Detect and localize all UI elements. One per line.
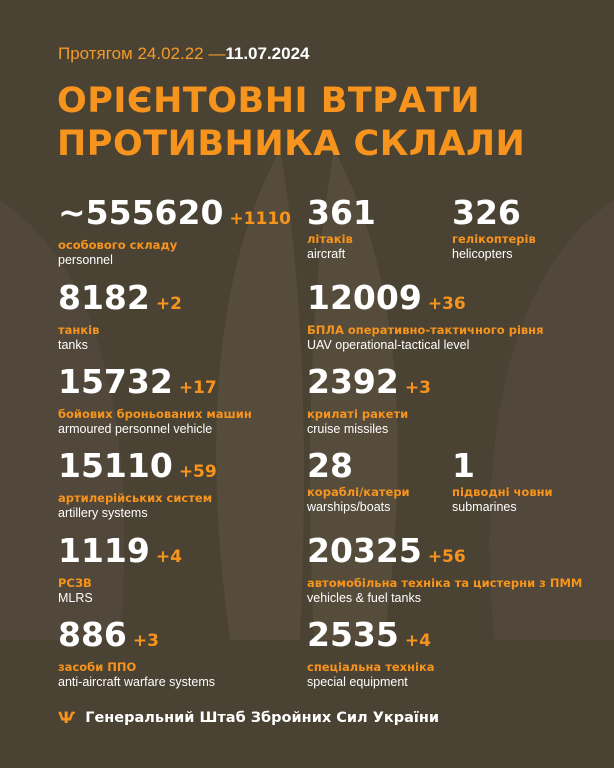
stat-value: 2535 +4 xyxy=(307,615,431,654)
stat-label-en: helicopters xyxy=(452,247,513,261)
stat-label-en: personnel xyxy=(58,253,113,267)
stat-label-en: anti-aircraft warfare systems xyxy=(58,675,215,689)
stat-anti-aircraft-warfare-systems: 886 +3 засоби ППО anti-aircraft warfare sys… xyxy=(58,617,215,690)
stat-mlrs: 1119 +4 РСЗВ MLRS xyxy=(58,533,182,606)
stat-cruise-missiles: 2392 +3 крилаті ракети cruise missiles xyxy=(307,364,431,437)
stat-tanks: 8182 +2 танків tanks xyxy=(58,280,182,353)
stat-label-en: artillery systems xyxy=(58,506,148,520)
stat-label-ua: гелікоптерів xyxy=(452,232,536,246)
stat-label-en: vehicles & fuel tanks xyxy=(307,591,421,605)
stat-value: 8182 +2 xyxy=(58,278,182,317)
stat-label-en: special equipment xyxy=(307,675,408,689)
footer-text: Генеральний Штаб Збройних Сил України xyxy=(85,709,440,726)
stat-value: 361 xyxy=(307,193,376,232)
stat-label-ua: особового складу xyxy=(58,238,178,252)
page-title: ОРІЄНТОВНІ ВТРАТИ ПРОТИВНИКА СКЛАЛИ xyxy=(57,81,526,164)
stat-label-ua: спеціальна техніка xyxy=(307,660,435,674)
stat-special-equipment: 2535 +4 спеціальна техніка special equipmen… xyxy=(307,617,435,690)
stat-increase: +36 xyxy=(427,294,466,314)
stat-label-ua: підводні човни xyxy=(452,485,553,499)
stat-label-en: cruise missiles xyxy=(307,422,389,436)
stat-value: 1119 +4 xyxy=(58,531,182,570)
stat-personnel: ~555620 +1110 особового складу personnel xyxy=(58,195,291,268)
stat-aircraft: 361 літаків aircraft xyxy=(307,195,376,262)
stat-label-ua: літаків xyxy=(307,232,353,246)
stat-increase: +3 xyxy=(132,631,159,651)
stat-uav-operational-tactical-level: 12009 +36 БПЛА оперативно-тактичного рівня… xyxy=(307,280,544,353)
stat-artillery-systems: 15110 +59 артилерійських систем artillery s… xyxy=(58,448,217,521)
stat-label-en: UAV operational-tactical level xyxy=(307,338,470,352)
stat-label-ua: БПЛА оперативно-тактичного рівня xyxy=(307,323,544,337)
stat-value: 15732 +17 xyxy=(58,362,217,401)
stat-increase: +3 xyxy=(404,378,431,398)
stat-value: 326 xyxy=(452,193,521,232)
stat-label-en: aircraft xyxy=(307,247,346,261)
stat-label-ua: крилаті ракети xyxy=(307,407,409,421)
stat-label-en: tanks xyxy=(58,338,88,352)
stat-value: ~555620 +1110 xyxy=(58,193,291,232)
stat-label-en: warships/boats xyxy=(307,500,391,514)
stat-vehicles-fuel-tanks: 20325 +56 автомобільна техніка та цистерни… xyxy=(307,533,582,606)
stat-increase: +56 xyxy=(427,547,466,567)
stat-label-ua: бойових броньованих машин xyxy=(58,407,252,421)
stat-increase: +4 xyxy=(155,547,182,567)
stat-armoured-personnel-vehicle: 15732 +17 бойових броньованих машин armoure… xyxy=(58,364,252,437)
stat-value: 12009 +36 xyxy=(307,278,466,317)
stat-label-ua: автомобільна техніка та цистерни з ПММ xyxy=(307,576,583,590)
stat-value: 20325 +56 xyxy=(307,531,466,570)
footer: Ѱ Генеральний Штаб Збройних Сил України xyxy=(58,708,439,727)
stat-value: 15110 +59 xyxy=(58,446,217,485)
stat-label-ua: кораблі/катери xyxy=(307,485,410,499)
stat-value: 1 xyxy=(452,446,475,485)
stat-submarines: 1 підводні човни submarines xyxy=(452,448,553,515)
stat-label-ua: РСЗВ xyxy=(58,576,92,590)
stat-increase: +17 xyxy=(178,378,217,398)
stat-increase: +59 xyxy=(178,462,217,482)
stat-increase: +1110 xyxy=(229,209,291,229)
stat-label-en: armoured personnel vehicle xyxy=(58,422,213,436)
stat-label-en: MLRS xyxy=(58,591,93,605)
stat-helicopters: 326 гелікоптерів helicopters xyxy=(452,195,536,262)
stat-label-en: submarines xyxy=(452,500,517,514)
stat-value: 28 xyxy=(307,446,353,485)
stat-value: 2392 +3 xyxy=(307,362,431,401)
period-subtitle: Протягом 24.02.22 —11.07.2024 xyxy=(58,44,310,63)
stat-label-ua: танків xyxy=(58,323,100,337)
stat-warships-boats: 28 кораблі/катери warships/boats xyxy=(307,448,410,515)
stat-value: 886 +3 xyxy=(58,615,159,654)
stat-increase: +2 xyxy=(155,294,182,314)
stat-label-ua: засоби ППО xyxy=(58,660,137,674)
stat-increase: +4 xyxy=(404,631,431,651)
trident-icon: Ѱ xyxy=(58,708,76,727)
stat-label-ua: артилерійських систем xyxy=(58,491,213,505)
